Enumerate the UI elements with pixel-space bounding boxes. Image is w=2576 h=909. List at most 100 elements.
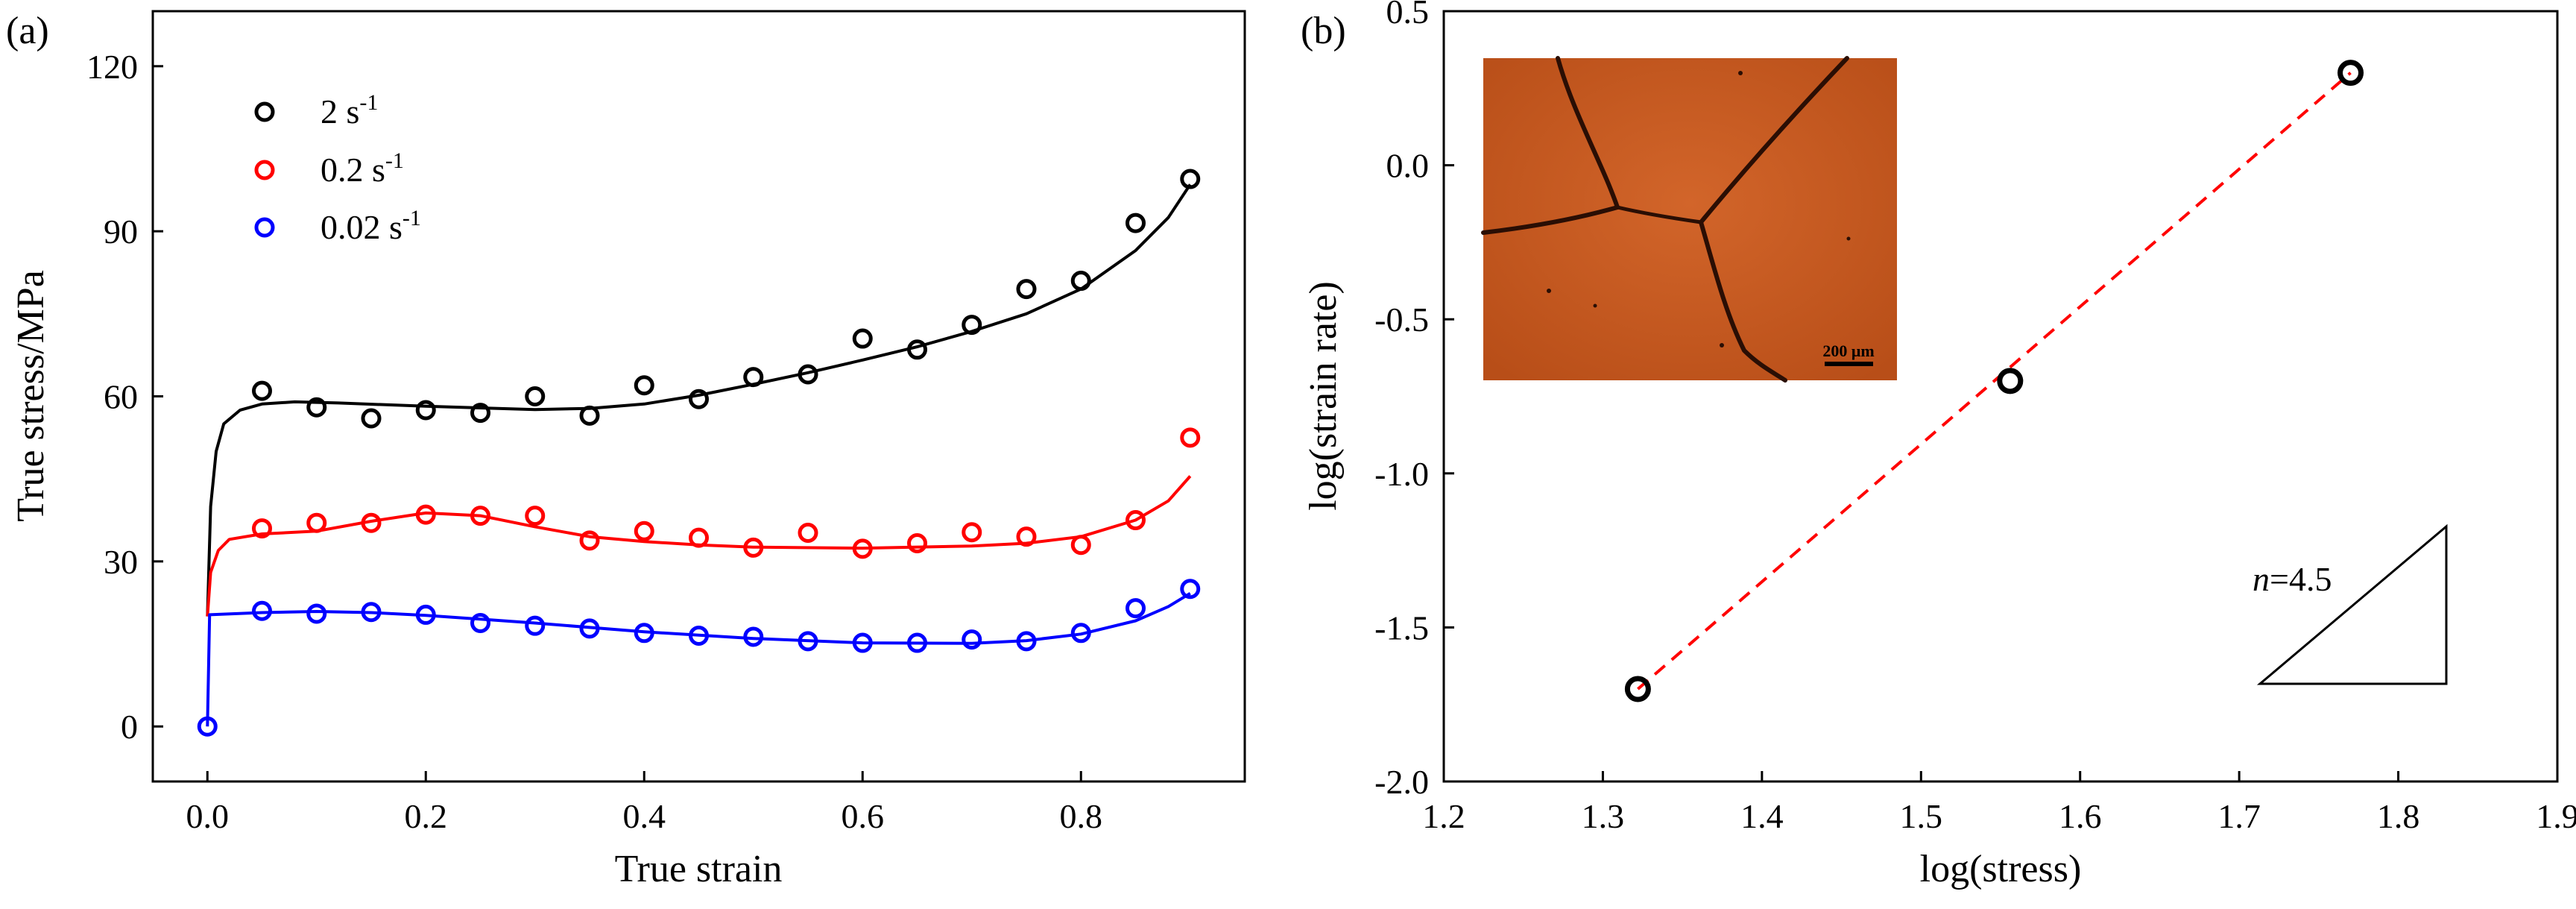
panel-b-x-axis-label: log(stress): [1920, 848, 2082, 890]
legend-marker-2-per-s: [254, 101, 275, 122]
data-point-0-2-s-1: [1180, 427, 1201, 448]
data-point-0-2-s-1: [525, 506, 546, 526]
x-tick-label: 0.6: [842, 797, 885, 835]
data-point-2-s-1: [743, 367, 764, 388]
data-point-0-02-s-1: [743, 626, 764, 647]
inset-micrograph: 200 μm: [1481, 56, 1897, 383]
y-tick-label: -0.5: [1374, 301, 1429, 339]
x-tick-label: 0.8: [1060, 797, 1103, 835]
data-point-2-s-1: [798, 364, 818, 385]
scale-bar-label: 200 μm: [1822, 342, 1874, 360]
data-point-0-2-s-1: [962, 522, 982, 543]
data-point-0-2-s-1: [689, 527, 709, 548]
grain-boundary: [1615, 205, 1703, 224]
legend-label-2-per-s: 2 s-1: [321, 90, 378, 130]
data-point-0-02-s-1: [852, 632, 873, 653]
panel-a-ticks: 0.0 0.2 0.4 0.6 0.8 0 30 60 90 120: [86, 48, 1102, 835]
inset-specks: [1547, 71, 1851, 347]
data-point: [1997, 368, 2024, 394]
data-point-0-02-s-1: [361, 602, 382, 623]
data-point-2-s-1: [907, 339, 927, 360]
panel-a-legend: 2 s-1 0.2 s-1 0.02 s-1: [254, 90, 421, 246]
data-point-2-s-1: [634, 375, 654, 396]
data-point-0-02-s-1: [252, 600, 272, 621]
legend-label-0-2-per-s: 0.2 s-1: [321, 148, 404, 189]
speck: [1720, 343, 1724, 347]
data-point-0-2-s-1: [634, 520, 654, 541]
panel-b-data-points: [1624, 60, 2364, 702]
x-tick-label: 1.8: [2377, 797, 2420, 835]
x-tick-label: 1.9: [2536, 797, 2576, 835]
panel-a-y-axis-label: True stress/MPa: [10, 270, 52, 522]
data-point-0-2-s-1: [1070, 535, 1091, 556]
x-tick-label: 1.7: [2217, 797, 2261, 835]
fit-curve-2-s-1: [206, 183, 1192, 617]
panel-a-label: (a): [6, 10, 49, 52]
x-tick-label: 0.2: [405, 797, 448, 835]
data-point-0-2-s-1: [798, 522, 818, 543]
panel-b: (b) 1.2 1.3 1.4 1.5 1.6 1.7 1.8 1.9 -2.0 -1.5 -1.0…: [1301, 0, 2576, 890]
y-tick-label: 0.0: [1386, 147, 1430, 185]
slope-triangle: [2256, 523, 2448, 685]
slope-label: n=4.5: [2253, 560, 2332, 598]
data-point-0-02-s-1: [634, 623, 654, 644]
y-tick-label: 0: [121, 708, 138, 746]
data-point-2-s-1: [689, 389, 709, 409]
y-tick-label: -1.5: [1374, 608, 1429, 647]
legend-item-0-02-per-s: 0.02 s-1: [254, 206, 421, 246]
panel-b-ticks: 1.2 1.3 1.4 1.5 1.6 1.7 1.8 1.9 -2.0 -1.5 -1.0 -0.5…: [1374, 0, 2576, 835]
y-tick-label: 0.5: [1386, 0, 1430, 31]
grain-boundary: [1699, 56, 1849, 224]
data-point-0-2-s-1: [252, 518, 272, 539]
y-tick-label: 60: [104, 378, 138, 416]
data-point: [1624, 676, 1651, 702]
data-point-0-2-s-1: [415, 504, 436, 525]
data-point-0-02-s-1: [798, 631, 818, 652]
y-tick-label: -1.0: [1374, 455, 1429, 493]
panel-b-label: (b): [1301, 10, 1346, 52]
data-point-2-s-1: [1070, 271, 1091, 292]
data-point-0-2-s-1: [1126, 510, 1146, 531]
data-point-2-s-1: [252, 380, 272, 401]
data-point-0-2-s-1: [852, 538, 873, 559]
y-tick-label: 90: [104, 213, 138, 251]
data-point-0-02-s-1: [525, 615, 546, 636]
data-point-0-2-s-1: [470, 506, 490, 526]
data-point-0-2-s-1: [1016, 526, 1037, 547]
speck: [1593, 303, 1597, 308]
data-point-2-s-1: [361, 408, 382, 429]
panel-a-x-axis-label: True strain: [615, 848, 783, 890]
data-point-0-02-s-1: [1180, 579, 1201, 600]
grain-boundary: [1481, 205, 1620, 235]
legend-marker-0-2-per-s: [254, 160, 275, 180]
panel-b-y-axis-label: log(strain rate): [1302, 281, 1345, 511]
speck: [1846, 236, 1851, 241]
x-tick-label: 1.6: [2059, 797, 2102, 835]
panel-b-frame: [1442, 10, 2559, 783]
x-tick-label: 0.0: [186, 797, 230, 835]
grain-boundary: [1699, 220, 1787, 383]
legend-marker-0-02-per-s: [254, 217, 275, 238]
data-point: [2337, 60, 2364, 87]
x-tick-label: 1.3: [1582, 797, 1625, 835]
fit-curve-0-2-s-1: [206, 475, 1192, 617]
data-point-2-s-1: [415, 400, 436, 421]
data-point-0-02-s-1: [579, 618, 600, 639]
grain-boundaries: [1481, 56, 1849, 383]
data-point-0-02-s-1: [1126, 598, 1146, 619]
data-point-2-s-1: [1016, 279, 1037, 300]
fit-curve-0-02-s-1: [206, 591, 1191, 727]
data-point-2-s-1: [962, 315, 982, 336]
data-point-2-s-1: [1180, 169, 1201, 189]
x-tick-label: 1.4: [1740, 797, 1784, 835]
data-point-0-2-s-1: [361, 512, 382, 533]
data-point-2-s-1: [470, 403, 490, 424]
data-point-2-s-1: [525, 386, 546, 406]
x-tick-label: 0.4: [623, 797, 666, 835]
data-point-0-2-s-1: [907, 533, 927, 554]
data-point-2-s-1: [579, 405, 600, 426]
data-point-2-s-1: [306, 397, 327, 418]
data-point-0-02-s-1: [1070, 623, 1091, 644]
panel-b-fit-line: [1637, 72, 2352, 691]
legend-item-2-per-s: 2 s-1: [254, 90, 378, 130]
